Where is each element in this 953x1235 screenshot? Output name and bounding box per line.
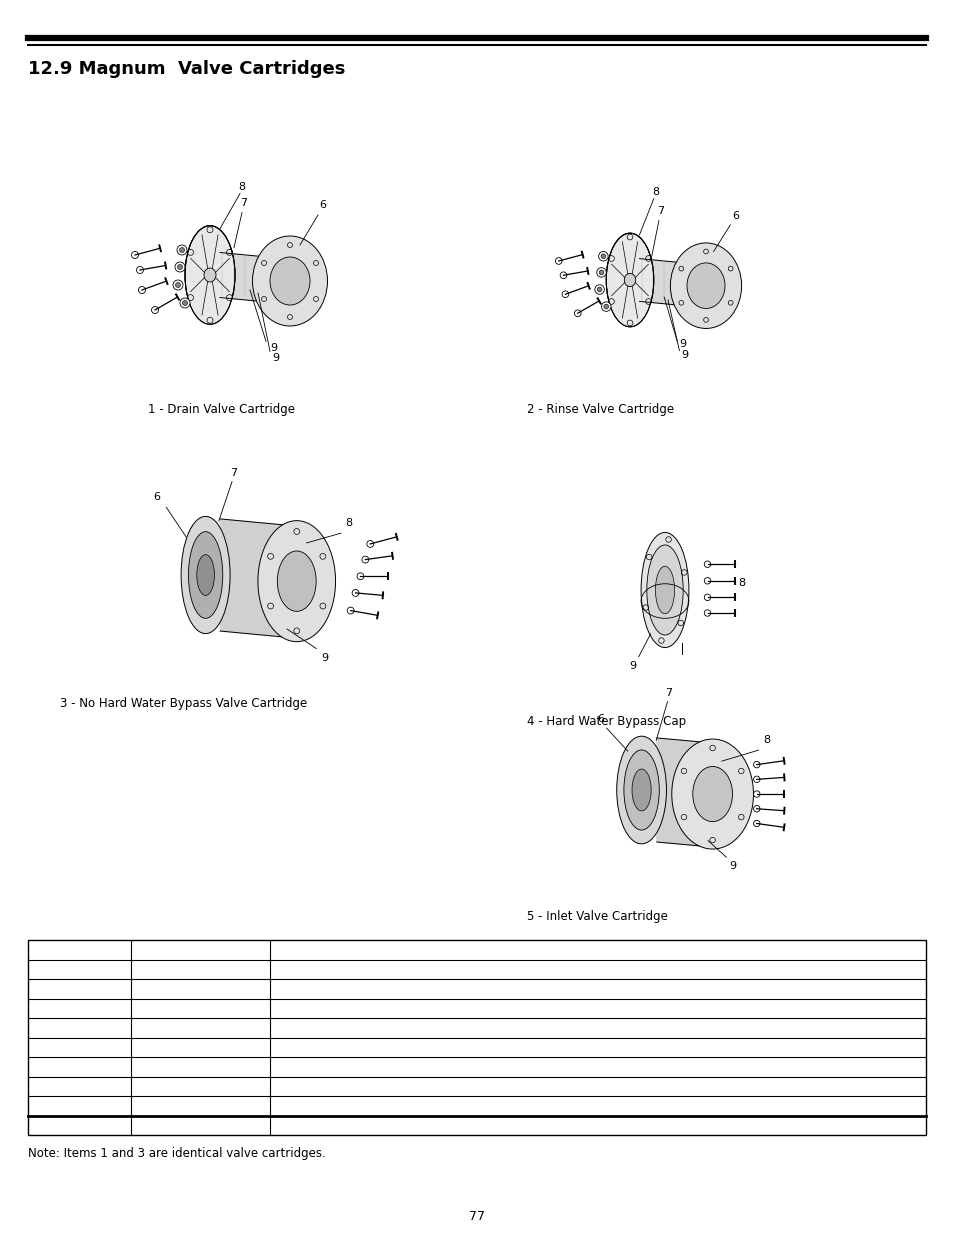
Circle shape bbox=[595, 285, 603, 294]
Ellipse shape bbox=[616, 736, 666, 844]
Ellipse shape bbox=[181, 516, 230, 634]
Circle shape bbox=[172, 280, 183, 290]
Text: 2 - Rinse Valve Cartridge: 2 - Rinse Valve Cartridge bbox=[526, 403, 674, 416]
Text: 6: 6 bbox=[597, 714, 604, 724]
Circle shape bbox=[598, 270, 603, 274]
Ellipse shape bbox=[196, 555, 214, 595]
Circle shape bbox=[603, 304, 608, 309]
Circle shape bbox=[597, 287, 601, 291]
Text: 8: 8 bbox=[345, 519, 353, 529]
Text: 7: 7 bbox=[657, 206, 663, 216]
Text: 9: 9 bbox=[321, 653, 328, 663]
Text: 9: 9 bbox=[273, 353, 279, 363]
Ellipse shape bbox=[253, 236, 327, 326]
Ellipse shape bbox=[670, 243, 740, 329]
Circle shape bbox=[179, 247, 184, 252]
Circle shape bbox=[598, 252, 607, 261]
Circle shape bbox=[175, 283, 180, 288]
Circle shape bbox=[180, 298, 190, 308]
Polygon shape bbox=[657, 739, 700, 846]
Text: 6: 6 bbox=[319, 200, 326, 210]
Ellipse shape bbox=[623, 273, 635, 287]
Ellipse shape bbox=[605, 233, 653, 327]
Text: 9: 9 bbox=[679, 340, 686, 350]
Text: 6: 6 bbox=[152, 492, 160, 501]
Text: 9: 9 bbox=[629, 662, 636, 672]
Text: 4 - Hard Water Bypass Cap: 4 - Hard Water Bypass Cap bbox=[526, 715, 685, 727]
Text: 9: 9 bbox=[681, 350, 688, 359]
Ellipse shape bbox=[185, 226, 234, 325]
Circle shape bbox=[600, 254, 605, 258]
Text: 77: 77 bbox=[469, 1210, 484, 1223]
Ellipse shape bbox=[270, 257, 310, 305]
Ellipse shape bbox=[632, 769, 651, 811]
Polygon shape bbox=[220, 252, 282, 304]
Bar bbox=[28, 940, 925, 1135]
Text: 7: 7 bbox=[230, 468, 237, 478]
Text: 5 - Inlet Valve Cartridge: 5 - Inlet Valve Cartridge bbox=[526, 910, 667, 923]
Circle shape bbox=[177, 264, 182, 269]
Text: 12.9 Magnum  Valve Cartridges: 12.9 Magnum Valve Cartridges bbox=[28, 61, 345, 78]
Text: 8: 8 bbox=[652, 186, 659, 196]
Text: 7: 7 bbox=[665, 688, 672, 698]
Ellipse shape bbox=[655, 566, 674, 614]
Circle shape bbox=[597, 268, 605, 277]
Ellipse shape bbox=[671, 739, 753, 850]
Text: 6: 6 bbox=[731, 211, 738, 221]
Ellipse shape bbox=[646, 545, 682, 635]
Ellipse shape bbox=[692, 767, 732, 821]
Ellipse shape bbox=[277, 551, 315, 611]
Circle shape bbox=[177, 245, 187, 254]
Text: 8: 8 bbox=[737, 578, 744, 588]
Text: 9: 9 bbox=[728, 861, 736, 871]
Text: 3 - No Hard Water Bypass Valve Cartridge: 3 - No Hard Water Bypass Valve Cartridge bbox=[60, 697, 307, 710]
Circle shape bbox=[182, 300, 188, 305]
Text: 7: 7 bbox=[240, 198, 247, 207]
Text: Note: Items 1 and 3 are identical valve cartridges.: Note: Items 1 and 3 are identical valve … bbox=[28, 1147, 325, 1160]
Circle shape bbox=[601, 301, 610, 311]
Ellipse shape bbox=[686, 263, 724, 309]
Ellipse shape bbox=[204, 268, 215, 282]
Text: 8: 8 bbox=[238, 182, 245, 191]
Polygon shape bbox=[220, 519, 286, 637]
Text: 9: 9 bbox=[270, 343, 276, 353]
Text: 1 - Drain Valve Cartridge: 1 - Drain Valve Cartridge bbox=[148, 403, 294, 416]
Text: 8: 8 bbox=[762, 735, 769, 745]
Circle shape bbox=[174, 262, 185, 272]
Ellipse shape bbox=[640, 532, 688, 647]
Ellipse shape bbox=[257, 521, 335, 642]
Polygon shape bbox=[639, 258, 699, 308]
Ellipse shape bbox=[189, 532, 222, 619]
Ellipse shape bbox=[623, 750, 659, 830]
